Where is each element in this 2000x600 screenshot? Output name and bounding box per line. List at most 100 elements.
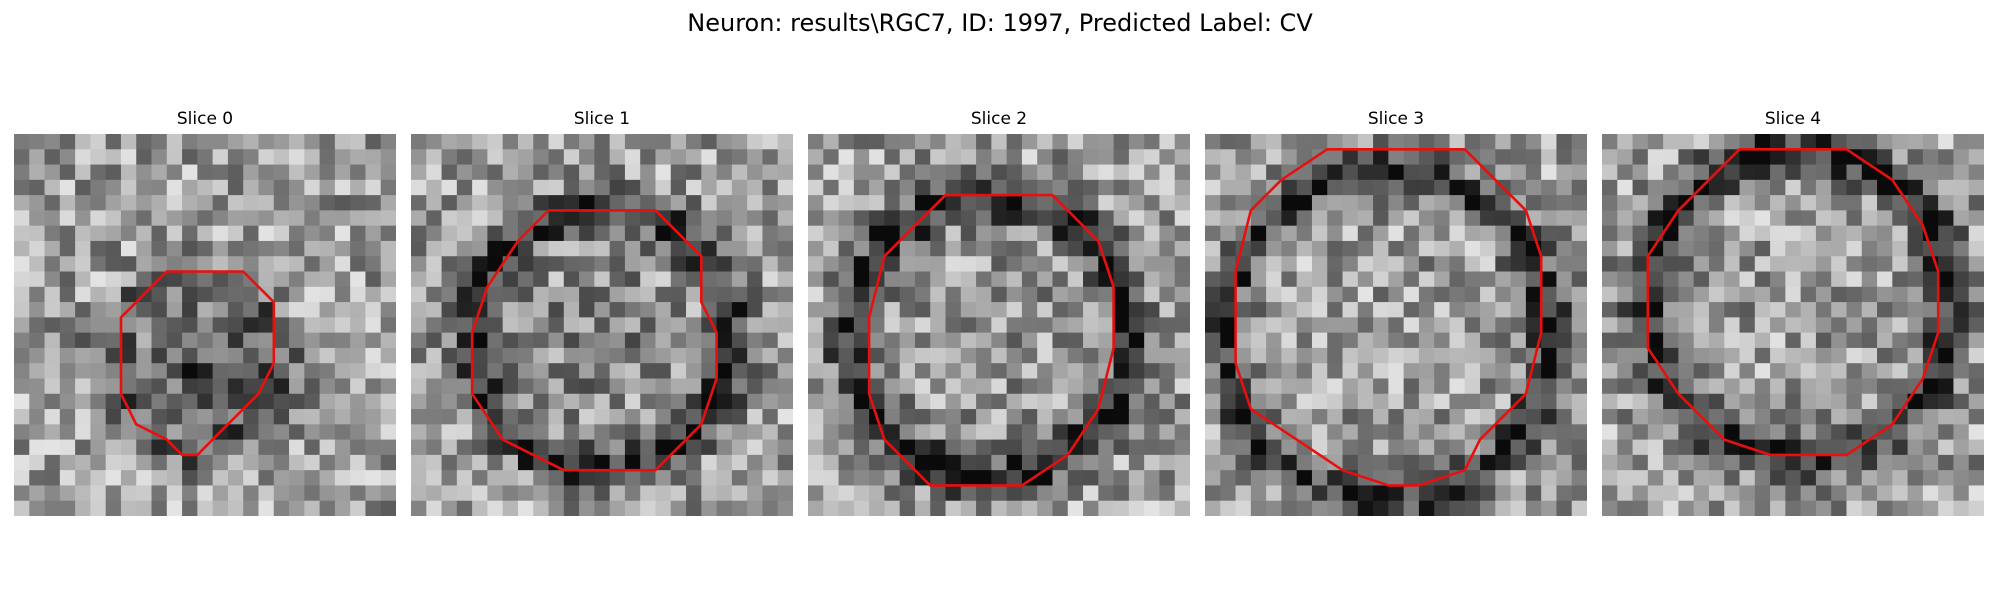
image-pixel bbox=[1114, 165, 1130, 181]
image-pixel bbox=[1923, 501, 1939, 516]
image-pixel bbox=[75, 134, 91, 150]
image-pixel bbox=[197, 195, 213, 211]
slice-image bbox=[1205, 134, 1587, 516]
image-pixel bbox=[625, 317, 641, 333]
image-pixel bbox=[533, 378, 549, 394]
image-pixel bbox=[1846, 256, 1862, 272]
image-pixel bbox=[1419, 226, 1435, 242]
image-pixel bbox=[75, 409, 91, 425]
image-pixel bbox=[900, 409, 916, 425]
image-pixel bbox=[1694, 485, 1710, 501]
image-pixel bbox=[1083, 149, 1099, 165]
image-pixel bbox=[1281, 455, 1297, 471]
image-pixel bbox=[197, 241, 213, 257]
image-pixel bbox=[1434, 287, 1450, 303]
image-pixel bbox=[732, 455, 748, 471]
image-pixel bbox=[1526, 180, 1542, 196]
image-pixel bbox=[1465, 165, 1481, 181]
image-pixel bbox=[1480, 256, 1496, 272]
image-pixel bbox=[1785, 333, 1801, 349]
image-pixel bbox=[930, 302, 946, 318]
image-pixel bbox=[1388, 455, 1404, 471]
image-pixel bbox=[1419, 363, 1435, 379]
image-pixel bbox=[1511, 378, 1527, 394]
image-pixel bbox=[1801, 210, 1817, 226]
image-pixel bbox=[457, 317, 473, 333]
image-pixel bbox=[762, 455, 778, 471]
image-pixel bbox=[976, 333, 992, 349]
image-pixel bbox=[1373, 241, 1389, 257]
image-pixel bbox=[1572, 195, 1587, 211]
image-pixel bbox=[1343, 378, 1359, 394]
image-pixel bbox=[1007, 348, 1023, 364]
image-pixel bbox=[717, 287, 733, 303]
image-pixel bbox=[29, 256, 45, 272]
image-pixel bbox=[90, 241, 106, 257]
image-pixel bbox=[1297, 180, 1313, 196]
panel-title: Slice 3 bbox=[1205, 108, 1587, 130]
image-pixel bbox=[732, 485, 748, 501]
image-pixel bbox=[1495, 348, 1511, 364]
image-pixel bbox=[1144, 440, 1160, 456]
image-pixel bbox=[1266, 272, 1282, 288]
image-pixel bbox=[533, 409, 549, 425]
image-pixel bbox=[365, 348, 381, 364]
image-pixel bbox=[747, 149, 763, 165]
image-pixel bbox=[1404, 180, 1420, 196]
image-pixel bbox=[564, 348, 580, 364]
image-pixel bbox=[1388, 394, 1404, 410]
image-pixel bbox=[686, 256, 702, 272]
image-pixel bbox=[839, 501, 855, 516]
image-pixel bbox=[808, 210, 824, 226]
image-pixel bbox=[1678, 180, 1694, 196]
image-pixel bbox=[350, 302, 366, 318]
image-pixel bbox=[29, 317, 45, 333]
image-pixel bbox=[884, 317, 900, 333]
image-pixel bbox=[426, 455, 442, 471]
image-pixel bbox=[671, 501, 687, 516]
image-pixel bbox=[1327, 394, 1343, 410]
image-pixel bbox=[518, 424, 534, 440]
image-pixel bbox=[625, 363, 641, 379]
image-pixel bbox=[1678, 348, 1694, 364]
image-pixel bbox=[1556, 501, 1572, 516]
image-pixel bbox=[1312, 165, 1328, 181]
image-pixel bbox=[1449, 485, 1465, 501]
image-pixel bbox=[1205, 226, 1221, 242]
image-pixel bbox=[884, 470, 900, 486]
image-pixel bbox=[1434, 378, 1450, 394]
image-pixel bbox=[946, 363, 962, 379]
image-pixel bbox=[1327, 149, 1343, 165]
image-pixel bbox=[1251, 226, 1267, 242]
image-pixel bbox=[1327, 317, 1343, 333]
image-pixel bbox=[1220, 210, 1236, 226]
image-pixel bbox=[106, 501, 122, 516]
image-pixel bbox=[1312, 287, 1328, 303]
image-pixel bbox=[213, 348, 229, 364]
image-pixel bbox=[1694, 363, 1710, 379]
image-pixel bbox=[884, 363, 900, 379]
image-pixel bbox=[564, 134, 580, 150]
image-pixel bbox=[762, 317, 778, 333]
image-pixel bbox=[426, 485, 442, 501]
image-pixel bbox=[182, 195, 198, 211]
image-pixel bbox=[14, 409, 30, 425]
image-pixel bbox=[457, 440, 473, 456]
image-pixel bbox=[1755, 272, 1771, 288]
image-pixel bbox=[1449, 226, 1465, 242]
image-pixel bbox=[946, 501, 962, 516]
image-pixel bbox=[1480, 485, 1496, 501]
image-pixel bbox=[579, 210, 595, 226]
image-pixel bbox=[1862, 348, 1878, 364]
image-pixel bbox=[854, 455, 870, 471]
image-pixel bbox=[1297, 394, 1313, 410]
image-pixel bbox=[1908, 470, 1924, 486]
image-pixel bbox=[930, 501, 946, 516]
image-pixel bbox=[45, 149, 61, 165]
image-pixel bbox=[1373, 394, 1389, 410]
image-pixel bbox=[1541, 455, 1557, 471]
image-pixel bbox=[1556, 272, 1572, 288]
image-pixel bbox=[152, 455, 168, 471]
image-pixel bbox=[655, 149, 671, 165]
image-pixel bbox=[1602, 378, 1618, 394]
